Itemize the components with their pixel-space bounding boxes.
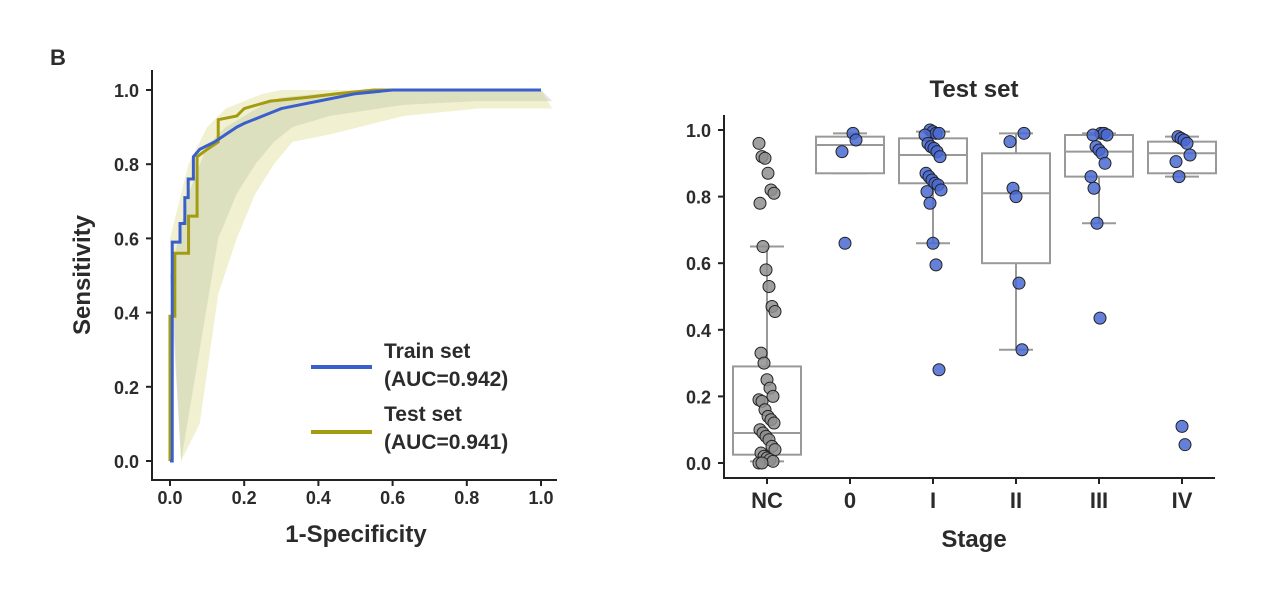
data-point-IV (1178, 438, 1192, 452)
data-point-III (1084, 170, 1098, 184)
box-II (981, 152, 1051, 265)
box-y-tick-label: 0.0 (686, 454, 711, 474)
data-point-NC (759, 263, 773, 277)
box-y-tick-label: 0.4 (686, 321, 711, 341)
data-point-NC (767, 416, 781, 430)
data-point-0 (849, 133, 863, 147)
data-point-III (1087, 181, 1101, 195)
roc-curve-test (168, 88, 541, 461)
data-point-II (1017, 126, 1031, 140)
data-point-NC (756, 240, 770, 254)
data-point-I (920, 185, 934, 199)
category-label-I: I (930, 488, 936, 513)
data-point-II (1015, 343, 1029, 357)
data-point-I (932, 363, 946, 377)
box-y-tick-label: 0.2 (686, 387, 711, 407)
data-point-I (932, 126, 946, 140)
roc-x-tick-label: 0.4 (306, 488, 331, 508)
roc-y-tick-label: 0.6 (114, 229, 139, 249)
roc-y-tick-label: 0.8 (114, 155, 139, 175)
box-y-tick-label: 0.6 (686, 254, 711, 274)
data-point-I (926, 236, 940, 250)
data-point-III (1093, 311, 1107, 325)
data-point-NC (752, 136, 766, 150)
category-label-III: III (1090, 488, 1108, 513)
data-point-II (1003, 135, 1017, 149)
category-label-NC: NC (751, 488, 783, 513)
roc-x-axis-label: 1-Specificity (285, 521, 427, 548)
data-point-NC (755, 456, 769, 470)
legend-test-auc: (AUC=0.941) (384, 431, 508, 454)
data-point-IV (1183, 148, 1197, 162)
panel-label: B (50, 45, 66, 70)
data-point-III (1090, 216, 1104, 230)
legend-test-label: Test set (384, 403, 462, 426)
data-point-IV (1172, 170, 1186, 184)
roc-x-tick-label: 1.0 (528, 488, 553, 508)
roc-x-tick-label: 0.0 (157, 488, 182, 508)
data-point-NC (762, 280, 776, 294)
data-point-NC (761, 166, 775, 180)
category-label-0: 0 (844, 488, 856, 513)
data-point-0 (835, 145, 849, 159)
data-point-II (1009, 190, 1023, 204)
data-point-III (1086, 128, 1100, 142)
legend-train-label: Train set (384, 340, 470, 363)
data-point-NC (766, 454, 780, 468)
data-point-I (933, 150, 947, 164)
data-point-III (1100, 128, 1114, 142)
box-chart-title: Test set (930, 76, 1019, 103)
data-point-II (1012, 276, 1026, 290)
category-label-IV: IV (1172, 488, 1193, 513)
data-point-NC (767, 186, 781, 200)
box-y-tick-label: 1.0 (686, 121, 711, 141)
confidence-band-test (170, 90, 553, 461)
roc-curve-train (170, 88, 541, 463)
legend-train-auc: (AUC=0.942) (384, 368, 508, 391)
data-point-IV (1180, 136, 1194, 150)
roc-x-tick-label: 0.8 (454, 488, 479, 508)
box-chart: 0.00.20.40.60.81.0NC 0 I II III IV (686, 115, 1217, 513)
box-0 (815, 135, 885, 175)
roc-y-tick-label: 0.4 (114, 304, 139, 324)
roc-y-axis-label: Sensitivity (69, 214, 96, 335)
box-x-axis-label: Stage (941, 526, 1006, 553)
data-point-NC (766, 389, 780, 403)
roc-x-tick-label: 0.2 (232, 488, 257, 508)
data-point-0 (838, 236, 852, 250)
data-point-NC (758, 151, 772, 165)
data-point-I (923, 196, 937, 210)
data-point-IV (1175, 419, 1189, 433)
data-point-I (929, 258, 943, 272)
roc-y-tick-label: 1.0 (114, 81, 139, 101)
data-point-NC (757, 356, 771, 370)
category-label-II: II (1010, 488, 1022, 513)
roc-chart: 0.0 0.2 0.4 0.6 0.8 1.0 0.0 0.2 0.4 0.6 0.8 1.0 (114, 70, 557, 508)
roc-x-tick-label: 0.6 (380, 488, 405, 508)
data-point-NC (768, 304, 782, 318)
box-y-tick-label: 0.8 (686, 188, 711, 208)
data-point-III (1098, 156, 1112, 170)
data-point-NC (753, 196, 767, 210)
roc-y-tick-label: 0.0 (114, 452, 139, 472)
data-point-IV (1169, 155, 1183, 169)
data-point-I (934, 183, 948, 197)
roc-y-tick-label: 0.2 (114, 378, 139, 398)
